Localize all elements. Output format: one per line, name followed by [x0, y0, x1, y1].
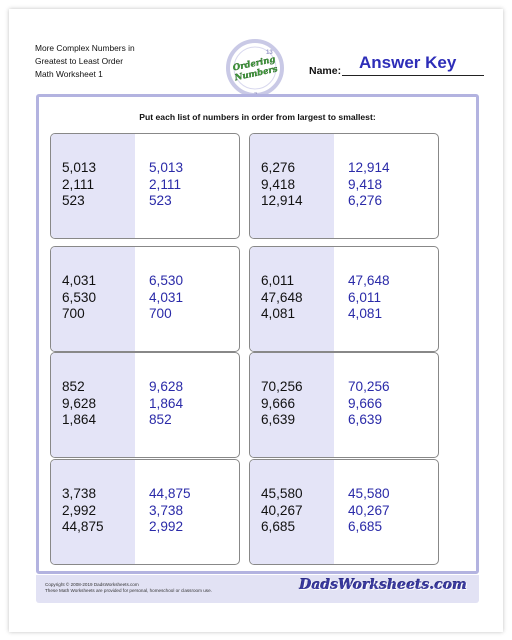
problem-box: 852 9,628 1,864 9,628 1,864 852: [50, 352, 240, 458]
problem-box: 45,580 40,267 6,685 45,580 40,267 6,685: [249, 459, 439, 565]
given-number: 40,267: [261, 502, 303, 518]
question-column-shade: [250, 247, 334, 351]
answer-number: 523: [149, 193, 172, 209]
given-number: 523: [62, 193, 85, 209]
answer-number: 852: [149, 412, 172, 428]
answer-number: 6,685: [348, 519, 383, 535]
answer-number: 4,031: [149, 289, 184, 305]
question-column-shade: [250, 460, 334, 564]
question-column-shade: [51, 247, 135, 351]
answer-numbers: 6,530 4,031 700: [149, 273, 183, 323]
question-column-shade: [250, 134, 334, 238]
given-number: 2,992: [62, 502, 97, 518]
answer-number: 44,875: [149, 486, 191, 501]
given-number: 5,013: [62, 160, 97, 175]
name-underline[interactable]: [342, 75, 484, 76]
answer-number: 6,639: [348, 412, 383, 428]
answer-number: 6,530: [149, 273, 184, 288]
given-numbers: 70,256 9,666 6,639: [261, 379, 303, 429]
problem-box: 6,276 9,418 12,914 12,914 9,418 6,276: [249, 133, 439, 239]
answer-number: 45,580: [348, 486, 390, 501]
title-line: Greatest to Least Order: [35, 56, 123, 66]
answer-number: 6,276: [348, 193, 383, 209]
problem-box: 4,031 6,530 700 6,530 4,031 700: [50, 246, 240, 352]
given-numbers: 4,031 6,530 700: [62, 273, 96, 323]
given-number: 6,011: [261, 273, 295, 288]
given-numbers: 6,276 9,418 12,914: [261, 160, 303, 210]
instructions: Put each list of numbers in order from l…: [139, 112, 376, 122]
given-numbers: 6,011 47,648 4,081: [261, 273, 303, 323]
given-number: 2,111: [62, 176, 94, 192]
answer-numbers: 70,256 9,666 6,639: [348, 379, 390, 429]
answer-numbers: 9,628 1,864 852: [149, 379, 183, 429]
given-number: 9,666: [261, 395, 296, 411]
answer-key-label: Answer Key: [359, 53, 457, 72]
given-number: 4,031: [62, 273, 97, 288]
worksheet-footer: Copyright © 2008-2019 DadsWorksheets.com…: [36, 575, 479, 603]
answer-number: 4,081: [348, 306, 383, 322]
given-numbers: 5,013 2,111 523: [62, 160, 96, 210]
problem-box: 5,013 2,111 523 5,013 2,111 523: [50, 133, 240, 239]
given-numbers: 3,738 2,992 44,875: [62, 486, 104, 536]
answer-number: 5,013: [149, 160, 184, 175]
answer-numbers: 5,013 2,111 523: [149, 160, 183, 210]
answer-number: 700: [149, 306, 172, 322]
answer-number: 47,648: [348, 273, 390, 288]
problem-box: 3,738 2,992 44,875 44,875 3,738 2,992: [50, 459, 240, 565]
given-numbers: 852 9,628 1,864: [62, 379, 96, 429]
name-area: Name: Answer Key: [309, 50, 489, 80]
answer-numbers: 47,648 6,011 4,081: [348, 273, 390, 323]
copyright-line: Copyright © 2008-2019 DadsWorksheets.com: [45, 582, 139, 587]
given-number: 47,648: [261, 289, 303, 305]
title-line: More Complex Numbers in: [35, 43, 135, 53]
name-label: Name:: [309, 65, 342, 77]
given-number: 6,276: [261, 160, 296, 175]
question-column-shade: [250, 353, 334, 457]
problem-box: 6,011 47,648 4,081 47,648 6,011 4,081: [249, 246, 439, 352]
given-number: 9,418: [261, 176, 296, 192]
answer-number: 1,864: [149, 395, 184, 411]
ordering-numbers-badge: 13 7 Ordering Numbers: [219, 38, 291, 99]
given-number: 45,580: [261, 486, 303, 501]
given-number: 6,530: [62, 289, 97, 305]
answer-number: 6,011: [348, 289, 382, 305]
badge-digit-top: 13: [266, 50, 273, 56]
badge-inner-circle: [233, 46, 277, 90]
title-line: Math Worksheet 1: [35, 69, 103, 79]
given-number: 6,639: [261, 412, 296, 428]
answer-number: 12,914: [348, 160, 390, 175]
worksheet-title: More Complex Numbers in Greatest to Leas…: [35, 42, 135, 81]
question-column-shade: [51, 134, 135, 238]
answer-number: 9,418: [348, 176, 383, 192]
answer-number: 2,992: [149, 519, 184, 535]
given-number: 12,914: [261, 193, 303, 209]
copyright-notice: Copyright © 2008-2019 DadsWorksheets.com…: [45, 582, 212, 594]
problems-frame: Put each list of numbers in order from l…: [36, 94, 479, 574]
dadsworksheets-logo[interactable]: DadsWorksheets.com: [299, 577, 467, 593]
answer-numbers: 12,914 9,418 6,276: [348, 160, 390, 210]
given-number: 9,628: [62, 395, 97, 411]
answer-number: 9,666: [348, 395, 383, 411]
given-number: 3,738: [62, 486, 97, 501]
given-number: 4,081: [261, 306, 296, 322]
given-number: 1,864: [62, 412, 97, 428]
given-number: 44,875: [62, 519, 104, 535]
given-number: 70,256: [261, 379, 303, 394]
badge-icon: 13 7 Ordering Numbers: [226, 39, 284, 99]
given-number: 700: [62, 306, 85, 322]
question-column-shade: [51, 353, 135, 457]
given-number: 6,685: [261, 519, 296, 535]
answer-number: 3,738: [149, 502, 184, 518]
given-number: 852: [62, 379, 85, 394]
answer-number: 40,267: [348, 502, 390, 518]
answer-number: 9,628: [149, 379, 184, 394]
answer-number: 70,256: [348, 379, 390, 394]
given-numbers: 45,580 40,267 6,685: [261, 486, 303, 536]
copyright-line: These Math Worksheets are provided for p…: [45, 588, 212, 593]
answer-number: 2,111: [149, 176, 181, 192]
answer-numbers: 44,875 3,738 2,992: [149, 486, 191, 536]
question-column-shade: [51, 460, 135, 564]
problem-box: 70,256 9,666 6,639 70,256 9,666 6,639: [249, 352, 439, 458]
answer-numbers: 45,580 40,267 6,685: [348, 486, 390, 536]
